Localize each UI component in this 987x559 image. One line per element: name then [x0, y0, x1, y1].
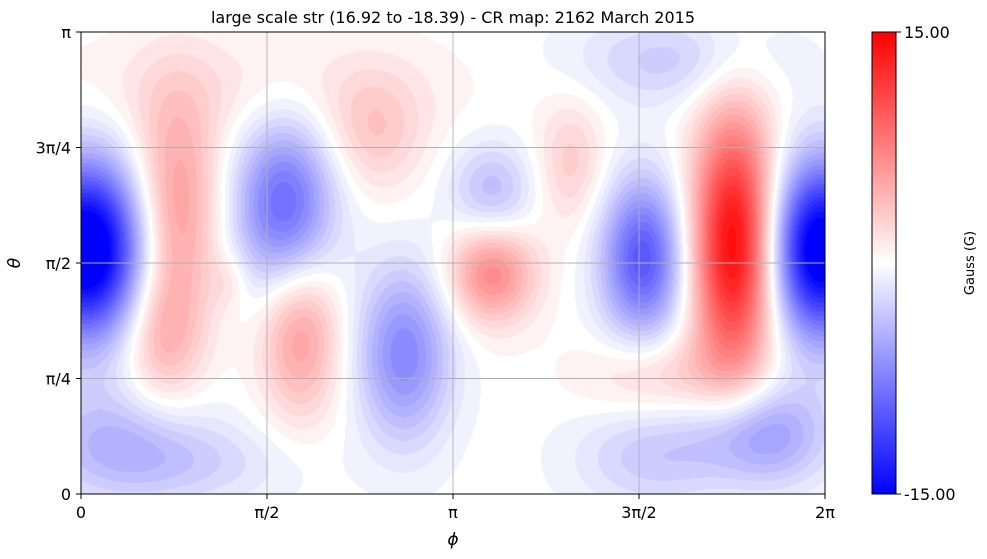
- x-tick-label: 3π/2: [621, 503, 656, 522]
- chart-title: large scale str (16.92 to -18.39) - CR m…: [211, 8, 695, 27]
- y-tick-label: π/4: [46, 370, 71, 389]
- x-axis-ticks: 0 π/2 π 3π/2 2π: [76, 494, 835, 522]
- plot-frame: [80, 31, 826, 495]
- y-axis-ticks: 0 π/4 π/2 3π/4 π: [36, 23, 81, 504]
- x-tick-label: 0: [76, 503, 86, 522]
- y-tick-label: π/2: [46, 254, 71, 273]
- colorbar-max-label: 15.00: [904, 23, 950, 42]
- y-axis-label: θ: [5, 257, 25, 268]
- x-tick-label: 2π: [815, 503, 835, 522]
- grid-lines: [81, 32, 825, 494]
- colorbar-label: Gauss (G): [963, 231, 978, 295]
- x-axis-label: ϕ: [447, 530, 458, 550]
- x-tick-label: π/2: [254, 503, 279, 522]
- x-tick-label: π: [448, 503, 458, 522]
- y-tick-label: 3π/4: [36, 139, 71, 158]
- y-tick-label: 0: [61, 485, 71, 504]
- colorbar: [871, 31, 897, 495]
- y-tick-label: π: [61, 23, 71, 42]
- colorbar-min-label: -15.00: [904, 485, 956, 504]
